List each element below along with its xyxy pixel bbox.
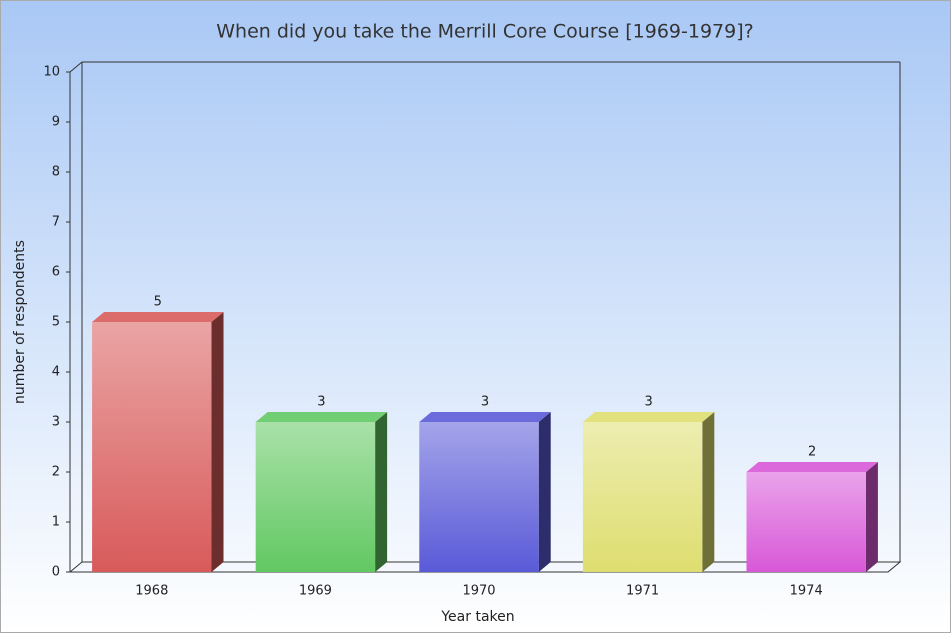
bar-top <box>746 462 878 472</box>
bar <box>419 412 551 572</box>
x-tick-label: 1974 <box>790 584 823 599</box>
bar-front <box>255 422 376 572</box>
bar-front <box>582 422 703 572</box>
bar-side <box>702 412 715 572</box>
data-label: 3 <box>644 395 652 410</box>
y-tick-label: 1 <box>52 515 60 530</box>
y-axis-label: number of respondents <box>12 240 28 404</box>
bar <box>582 412 715 572</box>
bar <box>92 312 224 572</box>
x-tick-label: 1970 <box>462 584 495 599</box>
data-label: 5 <box>154 295 162 310</box>
y-tick-label: 5 <box>52 315 60 330</box>
axis-corner <box>69 61 83 73</box>
bar-top <box>419 412 551 422</box>
y-tick-label: 7 <box>52 215 60 230</box>
y-tick-label: 10 <box>43 65 60 80</box>
bar-front <box>746 472 866 572</box>
x-tick-label: 1969 <box>299 584 332 599</box>
data-label: 3 <box>317 395 325 410</box>
x-tick-label: 1971 <box>626 584 659 599</box>
bar-side <box>865 462 878 572</box>
bar-side <box>211 312 224 572</box>
x-tick-label: 1968 <box>135 584 168 599</box>
y-tick-label: 6 <box>52 265 60 280</box>
bar-front <box>92 322 212 572</box>
bar-top <box>255 412 388 422</box>
bar-top <box>92 312 224 322</box>
data-label: 2 <box>808 445 816 460</box>
bar <box>255 412 388 572</box>
bar-front <box>419 422 539 572</box>
bar-side <box>375 412 388 572</box>
y-tick-label: 0 <box>52 565 60 580</box>
bar <box>746 462 878 572</box>
y-tick-label: 9 <box>52 115 60 130</box>
bar-top <box>582 412 715 422</box>
bar-side <box>538 412 551 572</box>
y-tick-label: 8 <box>52 165 60 180</box>
y-tick-label: 4 <box>52 365 60 380</box>
y-tick-label: 2 <box>52 465 60 480</box>
x-axis-label: Year taken <box>440 609 514 625</box>
y-tick-label: 3 <box>52 415 60 430</box>
chart-title: When did you take the Merrill Core Cours… <box>216 21 753 43</box>
data-label: 3 <box>481 395 489 410</box>
